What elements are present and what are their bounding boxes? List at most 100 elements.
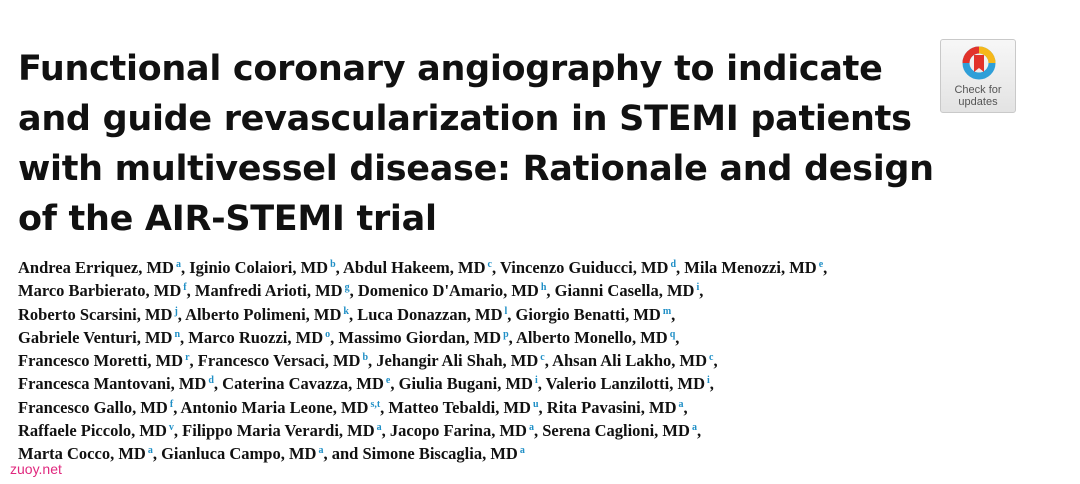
author-name: Abdul Hakeem, MD <box>343 258 486 277</box>
author-separator: , <box>213 374 223 394</box>
affiliation-marker[interactable]: a <box>691 422 697 434</box>
check-for-updates-button[interactable]: Check for updates <box>940 39 1016 113</box>
affiliation-marker[interactable]: n <box>174 328 181 340</box>
author-name: Valerio Lanzilotti, MD <box>545 374 705 394</box>
author-name: Serena Caglioni, MD <box>542 421 690 441</box>
affiliation-marker[interactable]: k <box>343 305 349 317</box>
author-name: Jacopo Farina, MD <box>389 421 527 441</box>
author-name: Gianluca Campo, MD <box>161 444 317 464</box>
author-name: Vincenzo Guiducci, MD <box>499 258 669 277</box>
author-name: Filippo Maria Verardi, MD <box>182 421 375 441</box>
affiliation-marker[interactable]: a <box>519 445 525 457</box>
author-name: Marco Barbierato, MD <box>18 281 182 301</box>
author-separator: , <box>173 397 181 417</box>
author-name: Gabriele Venturi, MD <box>18 327 173 347</box>
author-line: Francesco Gallo, MD f, Antonio Maria Leon… <box>18 396 1068 419</box>
author-separator: , <box>544 351 553 371</box>
author-line: Roberto Scarsini, MD j, Alberto Polimeni,… <box>18 303 1068 326</box>
author-separator: , and <box>323 444 363 464</box>
affiliation-marker[interactable]: g <box>344 282 350 294</box>
author-name: Andrea Erriquez, MD <box>18 258 174 277</box>
author-separator: , <box>381 421 390 441</box>
affiliation-marker[interactable]: f <box>183 282 187 294</box>
author-separator: , <box>189 351 198 371</box>
author-separator: , <box>699 281 704 301</box>
author-name: Mila Menozzi, MD <box>684 258 817 277</box>
affiliation-marker[interactable]: e <box>818 259 824 270</box>
author-name: Francesca Mantovani, MD <box>18 374 207 394</box>
affiliation-marker[interactable]: l <box>504 305 508 317</box>
author-name: Alberto Polimeni, MD <box>185 304 342 324</box>
affiliation-marker[interactable]: b <box>330 259 336 270</box>
affiliation-marker[interactable]: v <box>168 422 174 434</box>
affiliation-marker[interactable]: i <box>534 375 538 387</box>
affiliation-marker[interactable]: h <box>540 282 547 294</box>
affiliation-marker[interactable]: a <box>376 422 382 434</box>
author-name: Roberto Scarsini, MD <box>18 304 173 324</box>
title-line: with multivessel disease: Rationale and … <box>18 149 934 189</box>
affiliation-marker[interactable]: p <box>503 328 509 340</box>
author-line: Marco Barbierato, MD f, Manfredi Arioti, … <box>18 279 1068 302</box>
author-separator: , <box>348 304 358 324</box>
author-name: Matteo Tebaldi, MD <box>388 397 531 417</box>
author-name: Francesco Gallo, MD <box>18 397 168 417</box>
author-separator: , <box>537 374 546 394</box>
author-line: Andrea Erriquez, MD a, Iginio Colaiori, M… <box>18 256 1068 279</box>
author-separator: , <box>335 258 343 277</box>
author-separator: , <box>186 281 195 301</box>
affiliation-marker[interactable]: a <box>175 259 181 270</box>
affiliation-marker[interactable]: c <box>709 352 714 364</box>
author-line: Gabriele Venturi, MD n, Marco Ruozzi, MD o… <box>18 326 1068 349</box>
affiliation-marker[interactable]: c <box>540 352 545 364</box>
author-separator: , <box>823 258 828 277</box>
author-separator: , <box>349 281 358 301</box>
affiliation-marker[interactable]: a <box>318 445 324 457</box>
affiliation-marker[interactable]: a <box>678 398 684 410</box>
author-separator: , <box>173 421 183 441</box>
affiliation-marker[interactable]: i <box>696 282 700 294</box>
author-separator: , <box>713 351 718 371</box>
affiliation-marker[interactable]: o <box>325 328 331 340</box>
author-name: Francesco Moretti, MD <box>18 351 184 371</box>
affiliation-marker[interactable]: s,t <box>370 398 381 410</box>
author-name: Jehangir Ali Shah, MD <box>376 351 539 371</box>
affiliation-marker[interactable]: i <box>707 375 710 387</box>
affiliation-marker[interactable]: f <box>169 398 174 410</box>
author-separator: , <box>546 281 555 301</box>
affiliation-marker[interactable]: b <box>362 352 369 364</box>
author-name: Rita Pavasini, MD <box>546 397 677 417</box>
affiliation-marker[interactable]: a <box>528 422 534 434</box>
affiliation-marker[interactable]: a <box>147 445 153 457</box>
author-separator: , <box>671 304 676 324</box>
author-name: Marco Ruozzi, MD <box>188 327 324 347</box>
author-name: Manfredi Arioti, MD <box>194 281 343 301</box>
article-title: Functional coronary angiography to indic… <box>18 44 934 244</box>
affiliation-marker[interactable]: d <box>208 375 214 387</box>
check-for-updates-icon <box>962 46 996 80</box>
author-separator: , <box>390 374 399 394</box>
author-separator: , <box>330 327 339 347</box>
author-separator: , <box>675 327 680 347</box>
affiliation-marker[interactable]: r <box>185 352 190 364</box>
author-name: Simone Biscaglia, MD <box>362 444 518 464</box>
author-name: Giorgio Benatti, MD <box>515 304 661 324</box>
affiliation-marker[interactable]: j <box>174 305 178 317</box>
author-name: Alberto Monello, MD <box>516 327 668 347</box>
author-name: Luca Donazzan, MD <box>357 304 503 324</box>
author-list: Andrea Erriquez, MD a, Iginio Colaiori, M… <box>18 256 1068 466</box>
affiliation-marker[interactable]: c <box>487 259 492 270</box>
title-line: Functional coronary angiography to indic… <box>18 49 883 89</box>
check-for-updates-label: Check for updates <box>954 84 1002 108</box>
author-name: Francesco Versaci, MD <box>197 351 361 371</box>
author-separator: , <box>380 397 389 417</box>
author-line: Marta Cocco, MD a, Gianluca Campo, MD a, a… <box>18 442 1068 465</box>
affiliation-marker[interactable]: m <box>662 305 672 317</box>
author-name: Domenico D'Amario, MD <box>357 281 539 301</box>
author-name: Giulia Bugani, MD <box>398 374 533 394</box>
author-name: Marta Cocco, MD <box>18 444 146 464</box>
affiliation-marker[interactable]: e <box>385 375 391 387</box>
author-name: Antonio Maria Leone, MD <box>180 397 369 417</box>
affiliation-marker[interactable]: u <box>532 398 539 410</box>
affiliation-marker[interactable]: d <box>670 259 677 270</box>
affiliation-marker[interactable]: q <box>669 328 676 340</box>
